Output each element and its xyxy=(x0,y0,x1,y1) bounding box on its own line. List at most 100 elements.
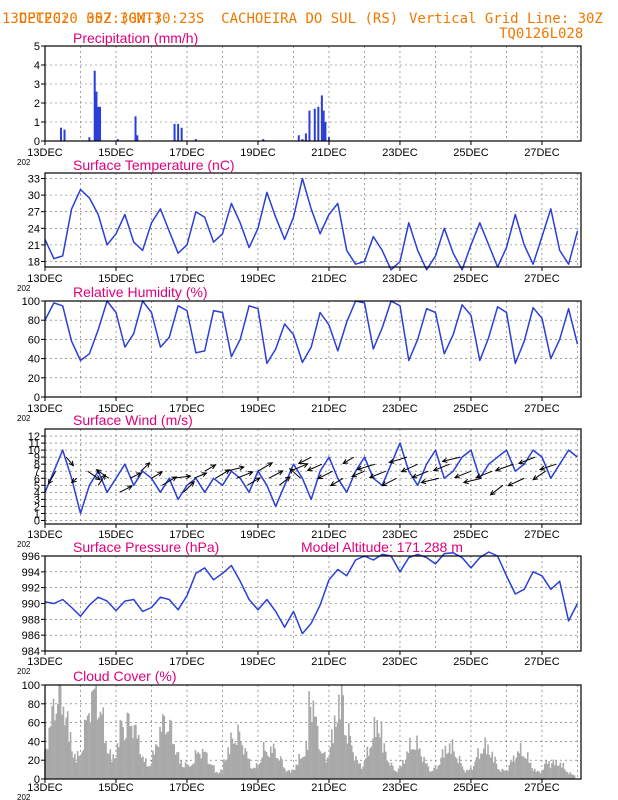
wind-barb-arrow xyxy=(476,470,493,479)
cloud-bar xyxy=(306,749,309,779)
cloud-bar xyxy=(394,771,397,779)
cloud-bar xyxy=(519,742,522,779)
cloud-bar xyxy=(414,749,417,779)
cloud-bar xyxy=(572,774,574,779)
cloud-bar xyxy=(244,748,247,779)
wind-arrow-head xyxy=(144,462,151,468)
wind-arrow-head xyxy=(475,473,482,479)
wind-xtick-label: 13DEC xyxy=(27,529,63,541)
wind-arrow-head xyxy=(350,472,358,478)
cloud-bar xyxy=(413,749,415,779)
cloud-bar xyxy=(471,769,474,779)
cloud-bar xyxy=(556,766,559,779)
precip-bar xyxy=(180,127,183,141)
cloud-bar xyxy=(109,749,112,779)
cloud-frame xyxy=(44,684,582,780)
cloud-bar xyxy=(551,763,553,779)
rh-title: Relative Humidity (%) xyxy=(73,284,208,300)
wind-title: Surface Wind (m/s) xyxy=(73,412,193,428)
cloud-bar xyxy=(274,748,276,779)
precip-bar xyxy=(301,139,304,141)
cloud-bar xyxy=(465,769,468,779)
cloud-bar xyxy=(457,763,459,779)
wind-barb-arrow xyxy=(454,470,472,479)
press-ytick-label: 984 xyxy=(22,646,40,658)
cloud-bar xyxy=(325,762,327,779)
cloud-title: Cloud Cover (%) xyxy=(73,668,176,684)
cloud-bar xyxy=(51,706,53,779)
cloud-bar xyxy=(169,719,171,779)
cloud-bar xyxy=(563,769,566,779)
cloud-bar xyxy=(189,766,191,779)
wind-arrow-head xyxy=(306,466,313,472)
wind-barb-arrow xyxy=(151,471,163,479)
cloud-bar xyxy=(333,715,336,779)
wind-arrow-head xyxy=(224,469,231,475)
cloud-bar xyxy=(190,765,193,779)
precip-bar xyxy=(88,137,91,141)
cloud-bar xyxy=(129,726,131,779)
cloud-bar xyxy=(56,704,59,779)
cloud-bar xyxy=(136,738,139,779)
wind-barb-arrow xyxy=(401,463,418,473)
wind-barb-arrow xyxy=(495,463,514,471)
cloud-bar xyxy=(176,752,178,779)
cloud-bar xyxy=(400,766,403,779)
cloud-bar xyxy=(487,744,489,779)
wind-barb-arrow xyxy=(225,466,244,472)
cloud-bar xyxy=(376,720,379,779)
wind-barb-arrow xyxy=(463,477,482,483)
cloud-bar xyxy=(406,751,408,779)
cloud-bar xyxy=(352,752,354,779)
grid-note: Vertical Grid Line: 30Z xyxy=(409,11,603,27)
cloud-bar xyxy=(424,763,427,779)
cloud-bar xyxy=(238,731,241,779)
cloud-bar xyxy=(83,719,86,779)
precip-bar xyxy=(134,116,137,141)
cloud-bar xyxy=(167,731,170,779)
wind-arrow-head xyxy=(95,475,101,481)
cloud-bar xyxy=(555,760,557,779)
cloud-bar xyxy=(150,763,153,779)
cloud-bar xyxy=(223,759,225,779)
cloud-bar xyxy=(380,721,383,779)
wind-ytick-label: 12 xyxy=(28,431,40,443)
wind-arrow-head xyxy=(254,477,261,483)
precip-xtick-label: 13DEC xyxy=(27,147,63,159)
cloud-bar xyxy=(522,756,525,779)
cloud-bar xyxy=(258,763,261,779)
cloud-xtick-label: 25DEC xyxy=(453,782,489,794)
wind-barb-arrow xyxy=(518,456,536,464)
wind-arrow-head xyxy=(381,481,388,487)
cloud-bar xyxy=(389,765,391,779)
cloud-bar xyxy=(561,767,563,779)
cloud-xtick-label: 13DEC xyxy=(27,782,63,794)
precip-bar xyxy=(63,129,66,141)
wind-ytick-label: 6 xyxy=(34,473,40,485)
cloud-bar xyxy=(524,757,526,779)
cloud-bar xyxy=(163,715,166,779)
cloud-bar xyxy=(492,762,495,779)
precip-bar xyxy=(59,127,62,141)
cloud-bar xyxy=(508,764,511,779)
cloud-bar xyxy=(478,759,481,779)
cloud-bar xyxy=(512,755,515,779)
cloud-bar xyxy=(66,711,69,779)
cloud-bar xyxy=(511,761,513,779)
cloud-bar xyxy=(55,713,58,779)
cloud-bar xyxy=(159,726,161,779)
cloud-bar xyxy=(227,747,229,779)
wind-barb-arrow xyxy=(532,470,546,481)
cloud-bar xyxy=(328,757,330,779)
cloud-bar xyxy=(268,757,271,779)
precip-bar xyxy=(327,137,330,141)
cloud-bar xyxy=(546,764,549,779)
cloud-bar xyxy=(218,772,221,779)
wind-arrow-head xyxy=(47,478,53,485)
cloud-bar xyxy=(82,749,85,779)
cloud-bar xyxy=(137,734,140,779)
cloud-bar xyxy=(454,756,457,779)
temp-ytick-label: 21 xyxy=(28,240,40,252)
temp-xtick-label: 23DEC xyxy=(382,273,418,285)
wind-arrow-head xyxy=(356,465,363,471)
